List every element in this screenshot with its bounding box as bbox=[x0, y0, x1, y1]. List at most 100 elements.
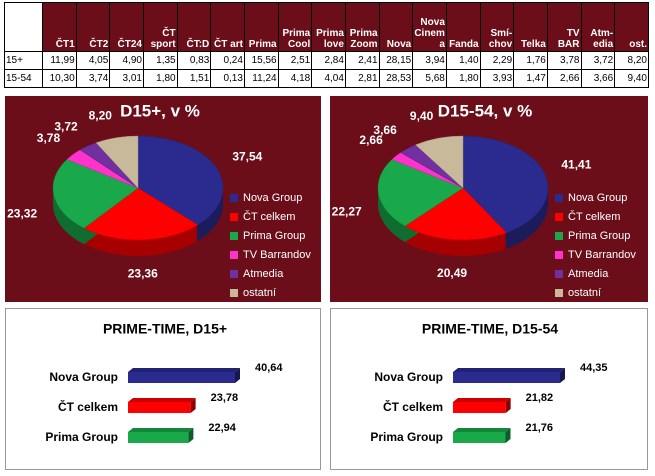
table-cell: 3,01 bbox=[109, 69, 144, 88]
table-cell: 4,90 bbox=[109, 51, 144, 70]
legend-swatch bbox=[555, 232, 563, 240]
column-header: Telka bbox=[513, 2, 548, 52]
table-cell: 4,05 bbox=[75, 51, 111, 70]
data-label: 3,66 bbox=[373, 123, 397, 137]
legend-swatch bbox=[230, 289, 238, 297]
legend-swatch bbox=[230, 232, 238, 240]
bar-top bbox=[128, 428, 194, 432]
table-cell: 2,51 bbox=[277, 51, 313, 70]
table-cell: 2,81 bbox=[344, 69, 380, 88]
column-header: Atm-edia bbox=[580, 2, 616, 52]
table-cell: 3,74 bbox=[75, 69, 111, 88]
pie-slice bbox=[415, 135, 464, 189]
table-cell: 28,53 bbox=[378, 69, 414, 88]
legend-label: Prima Group bbox=[568, 230, 630, 242]
legend-label: TV Barrandov bbox=[243, 249, 311, 261]
table-cell: 5,68 bbox=[412, 69, 447, 88]
data-label: 22,27 bbox=[332, 204, 362, 218]
data-label: 23,36 bbox=[128, 266, 158, 280]
legend-swatch bbox=[230, 251, 238, 259]
bar-top bbox=[453, 428, 511, 432]
bar-top bbox=[128, 398, 196, 402]
column-header: Smí-chov bbox=[479, 2, 515, 52]
corner-cell bbox=[4, 2, 43, 52]
chart-title: D15+, v % bbox=[120, 101, 200, 120]
table-cell: 11,24 bbox=[243, 69, 279, 88]
data-label: 21,76 bbox=[525, 422, 553, 434]
data-label: 22,94 bbox=[208, 422, 236, 434]
column-header: ČT sport bbox=[142, 2, 178, 52]
table-cell: 10,30 bbox=[42, 69, 77, 88]
y-tick-label: ČT celkem bbox=[58, 399, 118, 414]
header-row: ČT1 ČT2 ČT24 ČT sport ČT:D ČT art Prima Prima C… bbox=[4, 2, 649, 52]
bar bbox=[453, 432, 506, 443]
table-cell: 2,84 bbox=[311, 51, 346, 70]
column-header: ČT24 bbox=[109, 2, 144, 52]
legend-label: Prima Group bbox=[243, 230, 305, 242]
data-label: 8,20 bbox=[89, 108, 113, 122]
row-label: 15+ bbox=[4, 51, 43, 70]
table-cell: 15,56 bbox=[243, 51, 279, 70]
bar bbox=[128, 372, 235, 383]
table-cell: 1,76 bbox=[513, 51, 548, 70]
bar-top bbox=[453, 398, 511, 402]
table-cell: 4,04 bbox=[311, 69, 346, 88]
legend-label: TV Barrandov bbox=[568, 249, 636, 261]
y-tick-label: Prima Group bbox=[45, 430, 118, 444]
table-cell: 0,24 bbox=[210, 51, 245, 70]
legend-label: Nova Group bbox=[243, 192, 302, 204]
column-header: Nova Cinema bbox=[412, 2, 447, 52]
table-row: 15+ 11,99 4,05 4,90 1,35 0,83 0,24 15,56 2,51 2,8… bbox=[4, 51, 649, 70]
legend-label: ČT celkem bbox=[568, 210, 620, 223]
bar-side bbox=[560, 368, 565, 383]
table-cell: 0,13 bbox=[210, 69, 245, 88]
table-cell: 3,78 bbox=[546, 51, 582, 70]
table-cell: 3,93 bbox=[479, 69, 515, 88]
table-cell: 3,72 bbox=[580, 51, 616, 70]
bar-side bbox=[505, 428, 511, 443]
data-label: 40,64 bbox=[255, 362, 283, 374]
column-header: Prima Cool bbox=[277, 2, 313, 52]
data-label: 21,82 bbox=[526, 392, 554, 404]
legend-swatch bbox=[230, 213, 238, 221]
column-header: ČT:D bbox=[176, 2, 212, 52]
bar-side bbox=[235, 368, 240, 383]
column-header: Prima love bbox=[311, 2, 346, 52]
legend-swatch bbox=[555, 270, 563, 278]
table-cell: 2,29 bbox=[479, 51, 515, 70]
y-tick-label: Nova Group bbox=[49, 370, 118, 384]
table-cell: 1,40 bbox=[445, 51, 481, 70]
legend-swatch bbox=[555, 213, 563, 221]
column-header: Fanda bbox=[445, 2, 481, 52]
pie-slice bbox=[95, 135, 139, 189]
table-cell: 4,18 bbox=[277, 69, 313, 88]
bar-side bbox=[505, 398, 511, 413]
table-cell: 1,80 bbox=[445, 69, 481, 88]
data-label: 44,35 bbox=[580, 362, 608, 374]
data-label: 23,32 bbox=[7, 207, 37, 221]
legend-label: Atmedia bbox=[568, 268, 609, 280]
table-row: 15-54 10,30 3,74 3,01 1,80 1,51 0,13 11,24 4,18 4… bbox=[4, 69, 649, 88]
data-label: 2,66 bbox=[359, 133, 383, 147]
data-label: 3,78 bbox=[37, 131, 61, 145]
bar bbox=[128, 402, 191, 413]
data-label: 41,41 bbox=[561, 158, 591, 172]
table-cell: 3,94 bbox=[412, 51, 447, 70]
table-cell: 1,35 bbox=[142, 51, 178, 70]
pie-slice bbox=[377, 159, 464, 227]
row-label: 15-54 bbox=[4, 69, 43, 88]
column-header: Prima bbox=[243, 2, 279, 52]
column-header: ČT art bbox=[210, 2, 245, 52]
table-cell: 1,51 bbox=[176, 69, 212, 88]
bar-top bbox=[128, 368, 240, 372]
legend-swatch bbox=[230, 194, 238, 202]
table-cell: 0,83 bbox=[176, 51, 212, 70]
pie-slice bbox=[83, 187, 199, 241]
chart-title: PRIME-TIME, D15-54 bbox=[422, 321, 558, 337]
legend-label: ostatní bbox=[568, 287, 601, 299]
data-label: 20,49 bbox=[437, 266, 467, 280]
y-tick-label: Prima Group bbox=[370, 430, 443, 444]
pie-slice bbox=[52, 159, 139, 229]
bar-top bbox=[453, 368, 565, 372]
